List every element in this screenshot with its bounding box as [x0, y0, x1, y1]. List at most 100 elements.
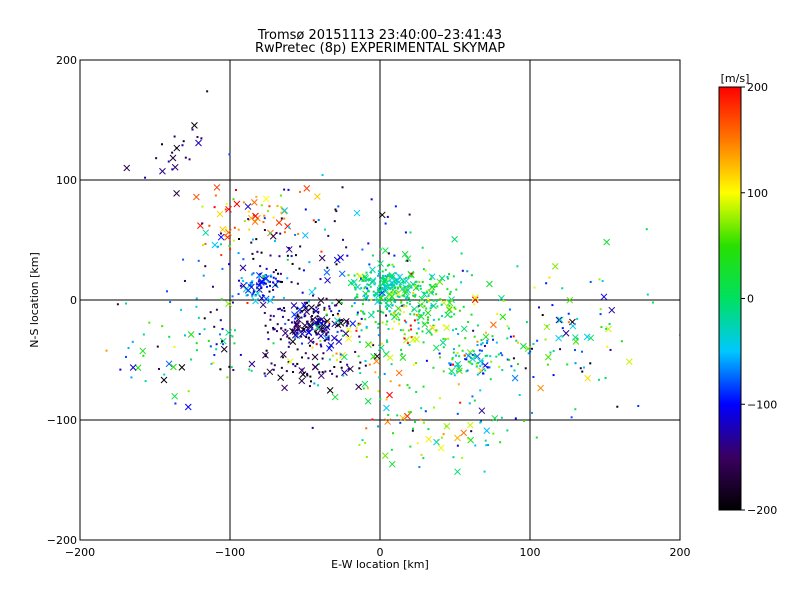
data-point-dot — [231, 301, 234, 304]
data-point-dot — [381, 342, 384, 345]
data-point-dot — [365, 292, 368, 295]
data-point-dot — [418, 310, 421, 313]
data-point-dot — [346, 363, 349, 366]
data-point-cross — [262, 351, 269, 359]
data-point-cross — [362, 294, 370, 302]
data-point-dot — [483, 470, 486, 473]
data-point-dot — [486, 354, 489, 357]
data-point-dot — [403, 295, 406, 298]
data-point-dot — [338, 318, 341, 321]
data-point-dot — [393, 300, 396, 303]
data-point-dot — [306, 301, 309, 304]
data-point-cross — [262, 195, 270, 203]
data-points — [105, 90, 680, 476]
data-point-dot — [452, 363, 455, 366]
data-point-dot — [161, 325, 164, 328]
data-point-dot — [288, 226, 291, 229]
data-point-dot — [283, 188, 286, 191]
data-point-cross — [382, 247, 389, 254]
data-point-dot — [356, 293, 359, 296]
data-point-dot — [369, 285, 372, 288]
data-point-dot — [157, 367, 160, 370]
data-point-dot — [266, 331, 269, 334]
data-point-cross — [417, 313, 425, 320]
data-point-dot — [219, 232, 222, 235]
data-point-dot — [329, 369, 332, 372]
data-point-cross — [252, 212, 259, 220]
data-point-dot — [266, 210, 269, 213]
data-point-dot — [269, 318, 272, 321]
data-point-cross — [386, 391, 393, 399]
data-point-dot — [418, 466, 421, 469]
data-point-dot — [214, 194, 217, 197]
data-point-dot — [376, 310, 379, 313]
data-point-dot — [402, 329, 405, 332]
data-point-dot — [409, 313, 412, 316]
data-point-cross — [219, 337, 227, 345]
data-point-cross — [139, 347, 147, 355]
colorbar-tick-label: −100 — [747, 398, 777, 411]
data-point-dot — [364, 441, 367, 444]
data-point-dot — [393, 254, 396, 257]
data-point-dot — [377, 290, 380, 293]
data-point-dot — [240, 277, 243, 280]
data-point-cross — [341, 369, 348, 376]
data-point-dot — [500, 416, 503, 419]
data-point-dot — [203, 317, 206, 320]
data-point-dot — [397, 286, 400, 289]
data-point-dot — [561, 327, 564, 330]
data-point-dot — [530, 347, 533, 350]
data-point-cross — [466, 421, 474, 429]
data-point-dot — [407, 329, 410, 332]
data-point-dot — [277, 308, 280, 311]
data-point-dot — [179, 308, 182, 311]
data-point-dot — [581, 370, 584, 373]
data-point-dot — [425, 359, 428, 362]
data-point-cross — [411, 305, 418, 313]
data-point-dot — [448, 293, 451, 296]
data-point-dot — [608, 322, 611, 325]
data-point-dot — [272, 342, 275, 345]
data-point-dot — [359, 309, 362, 312]
data-point-cross — [318, 254, 326, 262]
data-point-dot — [391, 286, 394, 289]
data-point-cross — [490, 321, 497, 329]
data-point-dot — [294, 322, 297, 325]
data-point-cross — [388, 279, 396, 287]
data-point-dot — [362, 387, 365, 390]
data-point-dot — [410, 335, 413, 338]
data-point-dot — [301, 330, 304, 333]
data-point-dot — [382, 283, 385, 286]
data-point-dot — [191, 128, 194, 131]
data-point-dot — [413, 313, 416, 316]
data-point-dot — [394, 278, 397, 281]
data-point-cross — [324, 276, 331, 284]
data-point-dot — [296, 362, 299, 365]
data-point-dot — [516, 265, 519, 268]
data-point-dot — [470, 430, 473, 433]
data-point-dot — [365, 325, 368, 328]
data-point-cross — [425, 435, 433, 443]
data-point-cross — [499, 313, 507, 321]
data-point-dot — [435, 285, 438, 288]
data-point-cross — [399, 414, 407, 422]
data-point-dot — [376, 288, 379, 291]
data-point-dot — [380, 287, 383, 290]
data-point-cross — [277, 374, 284, 381]
data-point-dot — [454, 307, 457, 310]
data-point-dot — [293, 326, 296, 329]
data-point-dot — [361, 439, 364, 442]
data-point-dot — [418, 280, 421, 283]
data-point-dot — [308, 385, 311, 388]
data-point-cross — [413, 336, 420, 343]
data-point-cross — [262, 295, 270, 303]
data-point-dot — [452, 456, 455, 459]
data-point-dot — [166, 290, 169, 293]
data-point-dot — [518, 393, 521, 396]
data-point-dot — [247, 218, 250, 221]
data-point-cross — [355, 383, 363, 391]
data-point-dot — [458, 309, 461, 312]
data-point-dot — [364, 285, 367, 288]
chart-subtitle: RwPretec (8p) EXPERIMENTAL SKYMAP — [255, 41, 505, 56]
data-point-dot — [507, 327, 510, 330]
